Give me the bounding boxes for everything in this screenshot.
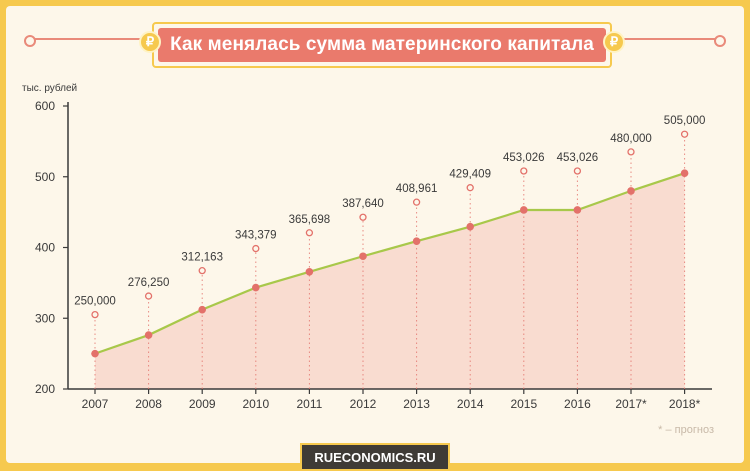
label-marker [627,148,635,156]
data-point [91,349,99,358]
data-point [573,206,582,214]
y-tick-label: 500 [35,170,55,184]
data-point [627,187,635,195]
label-marker [680,130,689,138]
data-label: 365,698 [289,214,331,226]
label-marker [144,292,153,300]
data-point [520,206,528,214]
label-marker [359,213,367,221]
plot: 200 300 400 500 600 2007 2008 2009 2010 2011 2012 2… [35,99,712,411]
data-label: 408,961 [396,183,438,195]
ruble-coin-icon: ₽ [603,31,625,53]
y-tick-label: 200 [35,382,55,396]
label-marker [573,167,582,175]
label-marker [466,184,474,192]
data-point [412,237,421,245]
label-marker [305,229,314,237]
data-point [144,331,153,339]
x-tick-label: 2013 [403,397,430,411]
data-label: 480,000 [610,133,652,145]
label-marker [412,198,421,206]
data-label: 276,250 [128,277,170,289]
forecast-footnote: * – прогноз [658,424,714,436]
data-label: 387,640 [342,198,384,210]
chart-title: Как менялась сумма материнского капитала [170,34,594,55]
y-tick-label: 600 [35,99,55,113]
label-marker [91,310,99,319]
x-tick-label: 2016 [564,397,591,411]
x-tick-label: 2015 [510,397,537,411]
data-label: 453,026 [557,152,599,164]
data-point [466,222,475,231]
x-tick-label: 2007 [82,397,109,411]
label-marker [198,266,206,275]
data-label: 250,000 [74,296,116,308]
data-label: 505,000 [664,115,706,127]
x-tick-label: 2011 [296,397,322,411]
data-point [198,305,206,314]
y-axis-label: тыс. рублей [22,82,77,94]
series-line [94,172,685,355]
ruble-coin-icon: ₽ [139,31,161,53]
x-tick-label: 2008 [135,397,162,411]
title-banner-fill: Как менялась сумма материнского капитала [158,28,606,62]
label-marker [520,167,528,175]
data-label: 453,026 [503,152,545,164]
label-marker [252,244,260,253]
x-tick-label: 2018* [669,397,701,411]
source-badge: RUECONOMICS.RU [300,443,450,471]
x-tick-label: 2009 [189,397,216,411]
y-tick-label: 300 [35,311,55,325]
area-fill [95,173,685,389]
data-label: 429,409 [449,169,491,181]
data-label: 343,379 [235,230,277,242]
x-tick-label: 2014 [457,397,484,411]
data-point [680,169,689,178]
y-tick-label: 400 [35,241,55,255]
x-tick-label: 2010 [242,397,269,411]
data-point [359,252,367,261]
data-point [252,283,260,292]
x-tick-label: 2017* [615,397,647,411]
x-tick-label: 2012 [350,397,377,411]
data-point [305,267,314,276]
title-banner: Как менялась сумма материнского капитала… [139,22,625,68]
data-label: 312,163 [181,252,223,264]
